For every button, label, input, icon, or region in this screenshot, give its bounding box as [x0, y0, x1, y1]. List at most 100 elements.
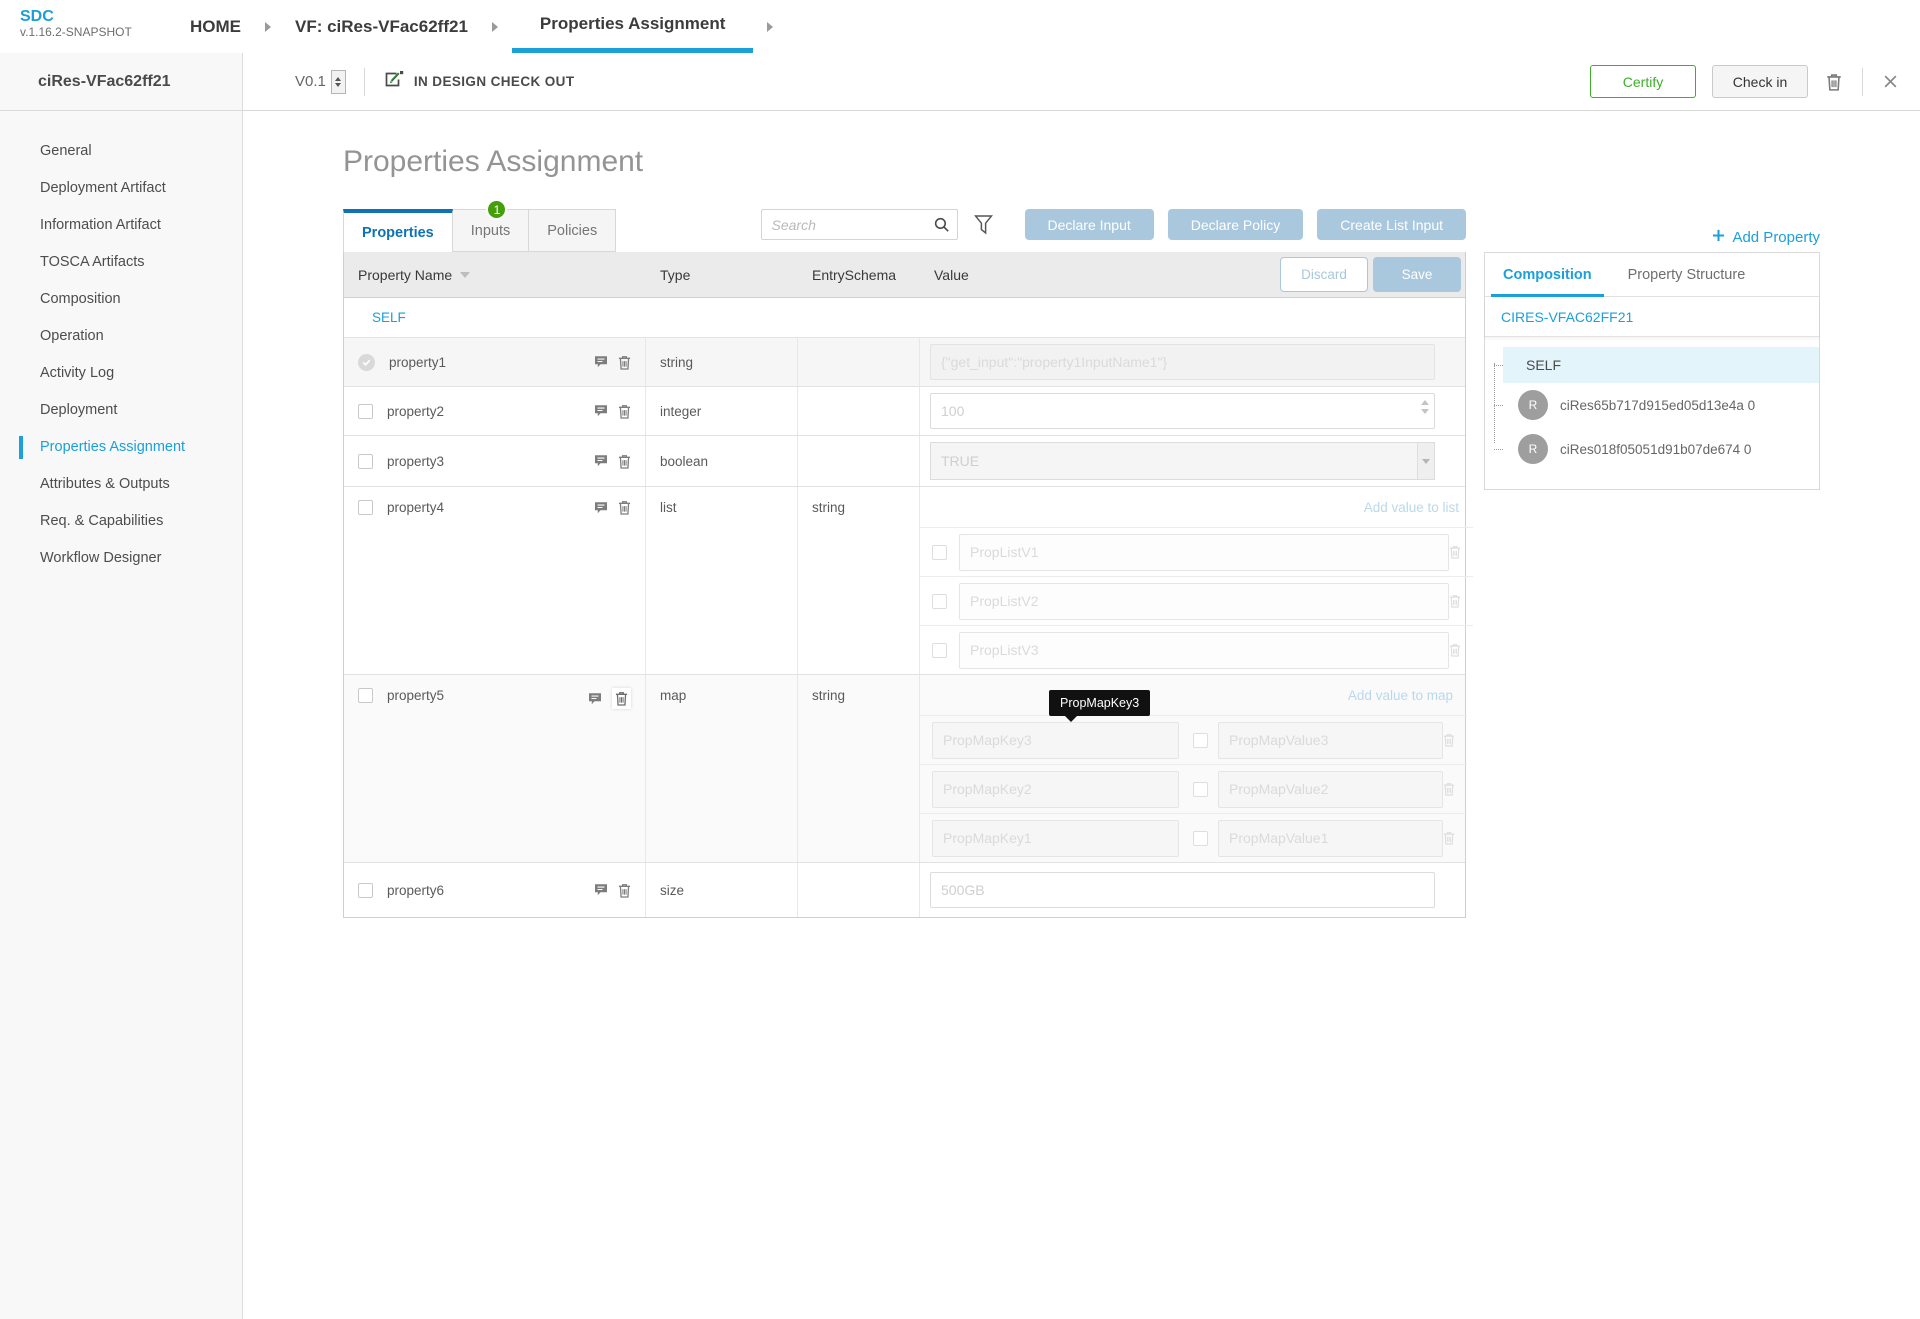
column-header-property-name[interactable]: Property Name	[344, 252, 646, 297]
breadcrumb-properties-assignment[interactable]: Properties Assignment	[511, 0, 754, 53]
sidebar-item-activity-log[interactable]: Activity Log	[40, 365, 115, 381]
trash-icon[interactable]	[612, 688, 631, 709]
save-button[interactable]: Save	[1373, 257, 1461, 292]
breadcrumb-home[interactable]: HOME	[190, 16, 241, 36]
select-dropdown-icon[interactable]	[1417, 443, 1434, 479]
breadcrumb: HOME VF: ciRes-VFac62ff21 Properties Ass…	[180, 0, 787, 53]
trash-icon[interactable]	[1443, 831, 1455, 845]
sidebar-item-information-artifact[interactable]: Information Artifact	[40, 217, 161, 233]
sidebar-item-deployment-artifact[interactable]: Deployment Artifact	[40, 180, 166, 196]
add-property-button[interactable]: Add Property	[1712, 229, 1820, 246]
list-item-checkbox[interactable]	[932, 544, 947, 560]
sort-icon[interactable]	[460, 271, 471, 278]
row-checkbox[interactable]	[358, 882, 373, 898]
sidebar-item-req-capabilities[interactable]: Req. & Capabilities	[40, 513, 164, 529]
comment-icon[interactable]	[594, 404, 608, 418]
map-value-input[interactable]	[1218, 770, 1443, 808]
sidebar-item-operation[interactable]: Operation	[40, 328, 104, 344]
trash-icon[interactable]	[618, 355, 631, 370]
tree-item-instance[interactable]: R ciRes65b717d915ed05d13e4a 0	[1494, 383, 1819, 427]
map-value-input[interactable]	[1218, 721, 1443, 759]
component-name-link[interactable]: CIRES-VFAC62FF21	[1485, 297, 1819, 337]
map-key-input[interactable]	[932, 819, 1179, 857]
number-stepper[interactable]	[1421, 400, 1429, 414]
property-entry-schema	[798, 436, 920, 486]
row-checkbox[interactable]	[358, 453, 373, 469]
self-link[interactable]: SELF	[372, 310, 406, 325]
map-value-input[interactable]	[1218, 819, 1443, 857]
search-input[interactable]	[760, 209, 958, 240]
discard-button[interactable]: Discard	[1280, 257, 1368, 292]
tree-rail	[1494, 363, 1495, 443]
sidebar-item-deployment[interactable]: Deployment	[40, 402, 118, 418]
trash-icon[interactable]	[1443, 782, 1455, 796]
version-selector[interactable]	[330, 69, 346, 94]
certify-button[interactable]: Certify	[1590, 65, 1696, 98]
declare-policy-button[interactable]: Declare Policy	[1167, 209, 1304, 240]
tab-composition[interactable]: Composition	[1485, 253, 1610, 297]
trash-icon[interactable]	[618, 454, 631, 469]
sidebar-item-workflow-designer[interactable]: Workflow Designer	[40, 550, 162, 566]
map-entry-checkbox[interactable]	[1193, 781, 1208, 797]
trash-icon[interactable]	[1449, 643, 1461, 657]
list-item-checkbox[interactable]	[932, 593, 947, 609]
tab-properties[interactable]: Properties	[343, 209, 453, 252]
property-name: property5	[387, 688, 445, 703]
composition-tree: SELF R ciRes65b717d915ed05d13e4a 0 R ciR…	[1485, 337, 1819, 489]
property2-value-input[interactable]	[930, 393, 1435, 429]
create-list-input-button[interactable]: Create List Input	[1317, 209, 1466, 240]
filter-funnel-icon[interactable]	[973, 214, 993, 236]
tab-policies[interactable]: Policies	[529, 209, 617, 252]
sidebar-item-general[interactable]: General	[40, 143, 92, 159]
add-value-to-map-link[interactable]: Add value to map	[1347, 687, 1453, 703]
trash-icon[interactable]	[618, 500, 631, 515]
tree-item-instance[interactable]: R ciRes018f05051d91b07de674 0	[1494, 427, 1819, 471]
close-icon[interactable]	[1881, 72, 1900, 91]
list-value-input[interactable]	[959, 533, 1449, 571]
property-name: property6	[387, 882, 445, 898]
composition-panel: Composition Property Structure CIRES-VFA…	[1484, 252, 1820, 490]
trash-icon[interactable]	[618, 883, 631, 898]
trash-icon[interactable]	[1443, 733, 1455, 747]
comment-icon[interactable]	[594, 355, 608, 369]
property6-value-input[interactable]	[930, 872, 1435, 908]
list-value-input[interactable]	[959, 582, 1449, 620]
list-item-checkbox[interactable]	[932, 642, 947, 658]
version-label: V0.1	[295, 73, 326, 90]
chevron-right-icon	[753, 0, 787, 53]
list-value-input[interactable]	[959, 631, 1449, 669]
column-header-value: Value	[934, 266, 969, 283]
row-checkbox[interactable]	[358, 688, 373, 703]
map-key-input[interactable]	[932, 770, 1179, 808]
map-entry-checkbox[interactable]	[1193, 732, 1208, 748]
trash-icon[interactable]	[618, 404, 631, 419]
comment-icon[interactable]	[594, 883, 608, 897]
sidebar-item-attributes-outputs[interactable]: Attributes & Outputs	[40, 476, 170, 492]
map-entry-checkbox[interactable]	[1193, 830, 1208, 846]
sidebar-item-composition[interactable]: Composition	[40, 291, 121, 307]
breadcrumb-vf[interactable]: VF: ciRes-VFac62ff21	[295, 16, 468, 36]
table-row-property3: property3 boolean TRUE	[344, 436, 1465, 487]
comment-icon[interactable]	[594, 454, 608, 468]
map-entry-row	[920, 813, 1467, 862]
trash-icon[interactable]	[1449, 594, 1461, 608]
tab-inputs[interactable]: 1 Inputs	[452, 199, 530, 252]
map-key-input[interactable]	[932, 721, 1179, 759]
row-checkbox[interactable]	[358, 500, 373, 515]
delete-trash-icon[interactable]	[1824, 71, 1844, 93]
trash-icon[interactable]	[1449, 545, 1461, 559]
declare-input-button[interactable]: Declare Input	[1024, 209, 1154, 240]
add-value-to-list-link[interactable]: Add value to list	[1363, 499, 1459, 515]
row-checkbox[interactable]	[358, 403, 373, 419]
tree-item-self[interactable]: SELF	[1494, 347, 1819, 383]
sidebar-item-tosca-artifacts[interactable]: TOSCA Artifacts	[40, 254, 145, 270]
comment-icon[interactable]	[588, 692, 602, 706]
check-in-button[interactable]: Check in	[1712, 65, 1808, 98]
list-item-row	[920, 576, 1473, 625]
lifecycle-status: IN DESIGN CHECK OUT	[413, 74, 575, 89]
tab-property-structure[interactable]: Property Structure	[1627, 266, 1746, 283]
property3-value-select[interactable]: TRUE	[930, 442, 1435, 480]
sidebar-item-properties-assignment[interactable]: Properties Assignment	[0, 429, 242, 466]
comment-icon[interactable]	[594, 501, 608, 515]
top-nav: SDC v.1.16.2-SNAPSHOT HOME VF: ciRes-VFa…	[0, 0, 1920, 53]
